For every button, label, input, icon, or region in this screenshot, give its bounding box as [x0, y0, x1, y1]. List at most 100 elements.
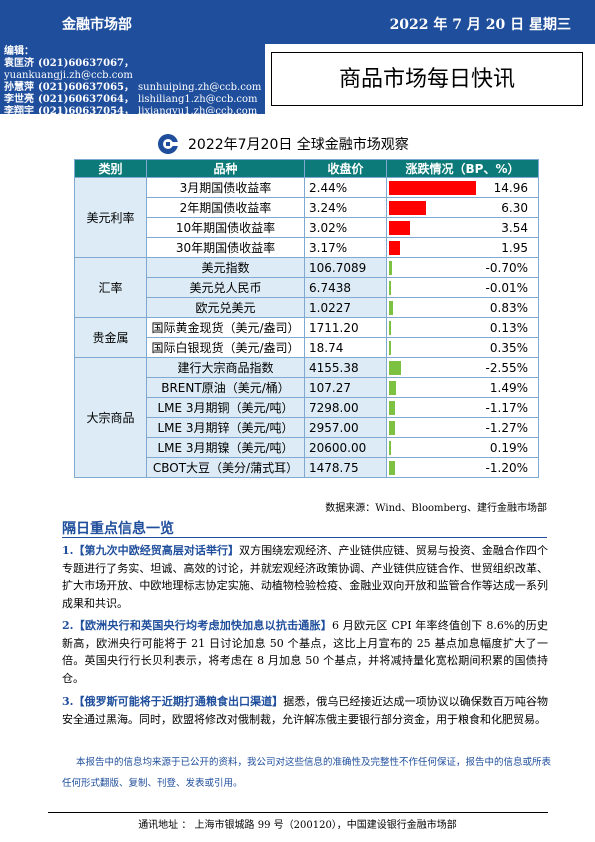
change-value: 3.54 [501, 221, 528, 235]
change-cell: -2.55% [386, 357, 539, 378]
change-value: 1.95 [501, 241, 528, 255]
table-row: 大宗商品 建行大宗商品指数 4155.38 -2.55% [74, 357, 539, 478]
change-bar [389, 181, 476, 195]
ccb-logo-icon [158, 134, 179, 154]
change-value: 0.35% [489, 341, 528, 355]
change-bar [389, 341, 391, 355]
editor-row: 李翔宇 (021)60637054， lixiangyu1.zh@ccb.com [4, 106, 265, 118]
change-value: 0.19% [489, 441, 528, 455]
change-bar [389, 401, 395, 415]
editors-label: 编辑： [4, 46, 34, 57]
news-item-body: 双方围绕宏观经济、产业链供应链、贸易与投资、金融合作四个专题进行了务实、坦诚、高… [62, 544, 548, 610]
close-cell: 1478.75 [304, 457, 387, 478]
data-source: 数据来源：Wind、Bloomberg、建行金融市场部 [325, 503, 547, 514]
change-bar [389, 241, 401, 255]
close-cell: 2957.00 [304, 417, 387, 438]
change-bar [389, 201, 426, 215]
section-divider [62, 537, 547, 538]
item-cell: CBOT大豆（美分/蒲式耳） [146, 457, 305, 478]
editor-email[interactable]: lixiangyu1.zh@ccb.com [138, 106, 258, 117]
item-cell: 3月期国债收益率 [146, 177, 305, 198]
editor-row: 孙慧萍 (021)60637065， sunhuiping.zh@ccb.com [4, 82, 265, 94]
change-cell: -0.01% [386, 277, 539, 298]
change-value: -2.55% [485, 361, 528, 375]
news-item-1: 1.【第九次中欧经贸高层对话举行】双方围绕宏观经济、产业链供应链、贸易与投资、金… [62, 542, 548, 612]
col-header-change: 涨跌情况（BP、%） [386, 159, 539, 178]
report-title: 商品市场每日快讯 [271, 52, 583, 106]
item-cell: 30年期国债收益率 [146, 237, 305, 258]
close-cell: 2.44% [304, 177, 387, 198]
section-title: 隔日重点信息一览 [62, 521, 174, 537]
change-cell: 1.49% [386, 377, 539, 398]
change-cell: 0.19% [386, 437, 539, 458]
change-bar [389, 441, 391, 455]
item-cell: LME 3月期铜（美元/吨） [146, 397, 305, 418]
editor-name: 袁匡济 [4, 58, 34, 69]
change-bar [389, 361, 401, 375]
change-cell: 0.13% [386, 317, 539, 338]
change-value: 0.13% [489, 321, 528, 335]
item-cell: 欧元兑美元 [146, 297, 305, 318]
table-row: 贵金属 国际黄金现货（美元/盎司） 1711.20 0.13% [74, 317, 539, 358]
item-cell: LME 3月期镍（美元/吨） [146, 437, 305, 458]
news-item-3: 3.【俄罗斯可能将于近期打通粮食出口渠道】据悉，俄乌已经接近达成一项协议以确保数… [62, 693, 548, 728]
table-row: 30年期国债收益率 3.17% 1.95 [75, 237, 539, 258]
change-value: 1.49% [489, 381, 528, 395]
change-cell: 0.35% [386, 337, 539, 358]
close-cell: 3.24% [304, 197, 387, 218]
editor-phone: (021)60637065， [38, 82, 135, 93]
disclaimer: 本报告中的信息均来源于已公开的资料，我公司对这些信息的准确性及完整性不作任何保证… [62, 757, 552, 789]
close-cell: 3.17% [304, 237, 387, 258]
item-cell: 2年期国债收益率 [146, 197, 305, 218]
col-header-category: 类别 [74, 159, 147, 178]
footer-address: 通讯地址 ： 上海市银城路 99 号（200120），中国建设银行金融市场部 [138, 820, 457, 831]
editor-name: 李翔宇 [4, 106, 34, 117]
editor-email[interactable]: sunhuiping.zh@ccb.com [138, 82, 262, 93]
change-bar [389, 461, 395, 475]
editor-name: 李世亮 [4, 94, 34, 105]
change-cell: 14.96 [386, 177, 539, 198]
close-cell: 3.02% [304, 217, 387, 238]
item-cell: 国际黄金现货（美元/盎司） [146, 317, 305, 338]
change-value: 0.83% [489, 301, 528, 315]
close-cell: 18.74 [304, 337, 387, 358]
editor-email[interactable]: lishiliang1.zh@ccb.com [138, 94, 258, 105]
change-cell: -1.27% [386, 417, 539, 438]
change-cell: 3.54 [386, 217, 539, 238]
change-value: 6.30 [501, 201, 528, 215]
editor-phone: (021)60637054， [38, 106, 135, 117]
change-bar [389, 421, 395, 435]
change-cell: 1.95 [386, 237, 539, 258]
news-item-body: 据悉，俄乌已经接近达成一项协议以确保数百万吨谷物安全通过黑海。同时，欧盟将修改对… [62, 695, 548, 726]
item-cell: 美元指数 [146, 257, 305, 278]
table-row: CBOT大豆（美分/蒲式耳） 1478.75 -1.20% [75, 457, 539, 478]
close-cell: 7298.00 [304, 397, 387, 418]
close-cell: 107.27 [304, 377, 387, 398]
change-bar [389, 381, 396, 395]
item-cell: 建行大宗商品指数 [146, 357, 305, 378]
table-row: 2年期国债收益率 3.24% 6.30 [75, 197, 539, 218]
close-cell: 4155.38 [304, 357, 387, 378]
change-cell: 0.83% [386, 297, 539, 318]
editor-phone: (021)60637067， [38, 58, 135, 69]
editor-panel: 编辑： 袁匡济 (021)60637067，yuankuangji.zh@ccb.… [0, 44, 265, 117]
change-value: -0.01% [485, 281, 528, 295]
change-value: -1.20% [485, 461, 528, 475]
change-bar [389, 261, 393, 275]
news-item-headline: 1.【第九次中欧经贸高层对话举行】 [62, 544, 240, 557]
change-cell: -0.70% [386, 257, 539, 278]
change-bar [389, 301, 393, 315]
change-cell: 6.30 [386, 197, 539, 218]
category-cell: 汇率 [74, 257, 147, 318]
editor-phone: (021)60637064， [38, 94, 135, 105]
item-cell: 10年期国债收益率 [146, 217, 305, 238]
change-value: -1.17% [485, 401, 528, 415]
category-cell: 贵金属 [74, 317, 147, 358]
department-name: 金融市场部 [62, 17, 132, 33]
table-title: 2022年7月20日 全球金融市场观察 [188, 137, 409, 153]
table-row: LME 3月期锌（美元/吨） 2957.00 -1.27% [75, 417, 539, 438]
change-cell: -1.20% [386, 457, 539, 478]
editor-email[interactable]: yuankuangji.zh@ccb.com [4, 70, 133, 81]
editor-row: 李世亮 (021)60637064， lishiliang1.zh@ccb.com [4, 94, 265, 106]
market-table: 类别 品种 收盘价 涨跌情况（BP、%） 美元利率 3月期国债收益率 2.44% 14… [74, 159, 539, 478]
